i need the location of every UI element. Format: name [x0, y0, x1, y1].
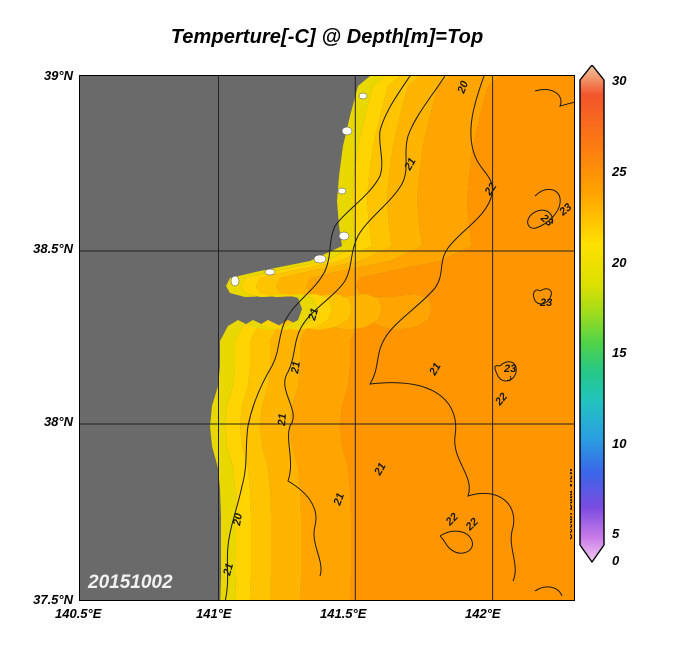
- svg-text:10: 10: [612, 436, 627, 451]
- svg-text:0: 0: [612, 553, 620, 568]
- svg-text:21: 21: [289, 360, 303, 375]
- svg-text:21: 21: [276, 413, 289, 427]
- svg-text:25: 25: [611, 164, 627, 179]
- svg-text:Ocean Data View: Ocean Data View: [570, 467, 574, 540]
- svg-text:23: 23: [503, 363, 516, 375]
- svg-text:20: 20: [611, 255, 627, 270]
- svg-text:30: 30: [612, 73, 627, 88]
- svg-text:23: 23: [539, 297, 552, 309]
- svg-text:5: 5: [612, 526, 620, 541]
- svg-text:15: 15: [612, 345, 627, 360]
